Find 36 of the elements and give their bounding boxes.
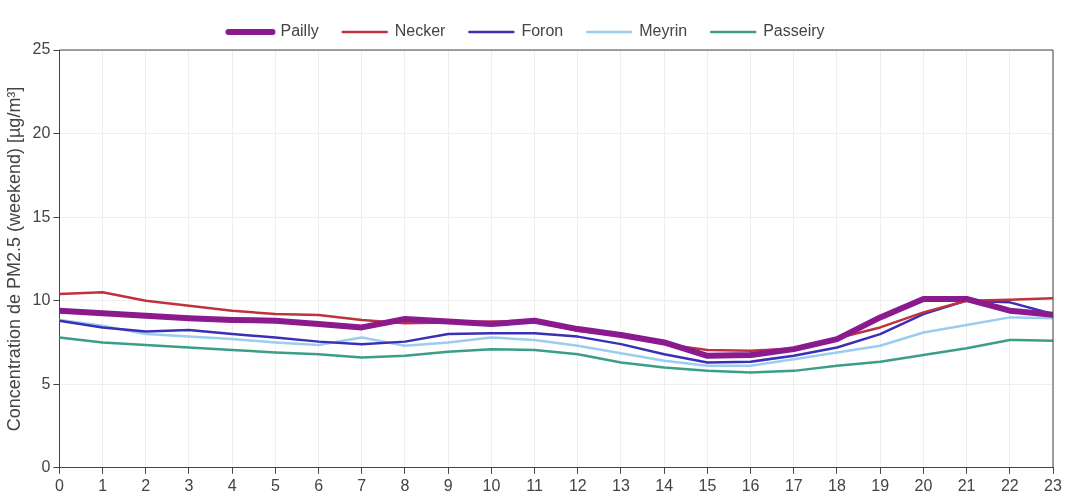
- x-tick-label: 9: [443, 476, 453, 494]
- y-axis-title: Concentration de PM2.5 (weekend) [µg/m³]: [3, 86, 24, 432]
- x-tick-label: 15: [698, 476, 717, 494]
- x-tick-label: 14: [655, 476, 674, 494]
- x-tick-label: 2: [141, 476, 151, 494]
- x-tick-label: 3: [184, 476, 194, 494]
- x-tick-label: 4: [227, 476, 237, 494]
- x-tick-label: 5: [270, 476, 280, 494]
- y-tick-label: 15: [32, 207, 51, 225]
- x-tick-label: 18: [828, 476, 846, 494]
- x-tick-label: 11: [526, 476, 543, 494]
- x-tick-label: 23: [1044, 476, 1062, 494]
- x-tick-label: 13: [612, 476, 630, 494]
- legend-label: Pailly: [280, 22, 319, 40]
- x-tick-label: 22: [1000, 476, 1019, 494]
- y-tick-label: 20: [32, 123, 51, 141]
- x-tick-label: 20: [914, 476, 933, 494]
- legend-label: Foron: [521, 22, 564, 40]
- x-tick-label: 16: [741, 476, 760, 494]
- x-tick-label: 12: [568, 476, 587, 494]
- y-tick-label: 25: [32, 40, 51, 58]
- x-tick-label: 6: [314, 476, 324, 494]
- x-tick-label: 0: [54, 476, 64, 494]
- x-tick-label: 10: [482, 476, 501, 494]
- x-tick-label: 1: [98, 476, 108, 494]
- legend-label: Meyrin: [639, 22, 688, 40]
- legend-label: Necker: [394, 22, 447, 40]
- x-tick-label: 17: [784, 476, 803, 494]
- y-tick-label: 10: [32, 291, 51, 309]
- legend-label: Passeiry: [763, 22, 825, 40]
- y-tick-label: 0: [41, 458, 51, 476]
- x-tick-label: 7: [357, 476, 367, 494]
- x-tick-label: 19: [871, 476, 890, 494]
- y-tick-label: 5: [41, 374, 51, 392]
- x-tick-label: 21: [957, 476, 976, 494]
- x-tick-label: 8: [400, 476, 410, 494]
